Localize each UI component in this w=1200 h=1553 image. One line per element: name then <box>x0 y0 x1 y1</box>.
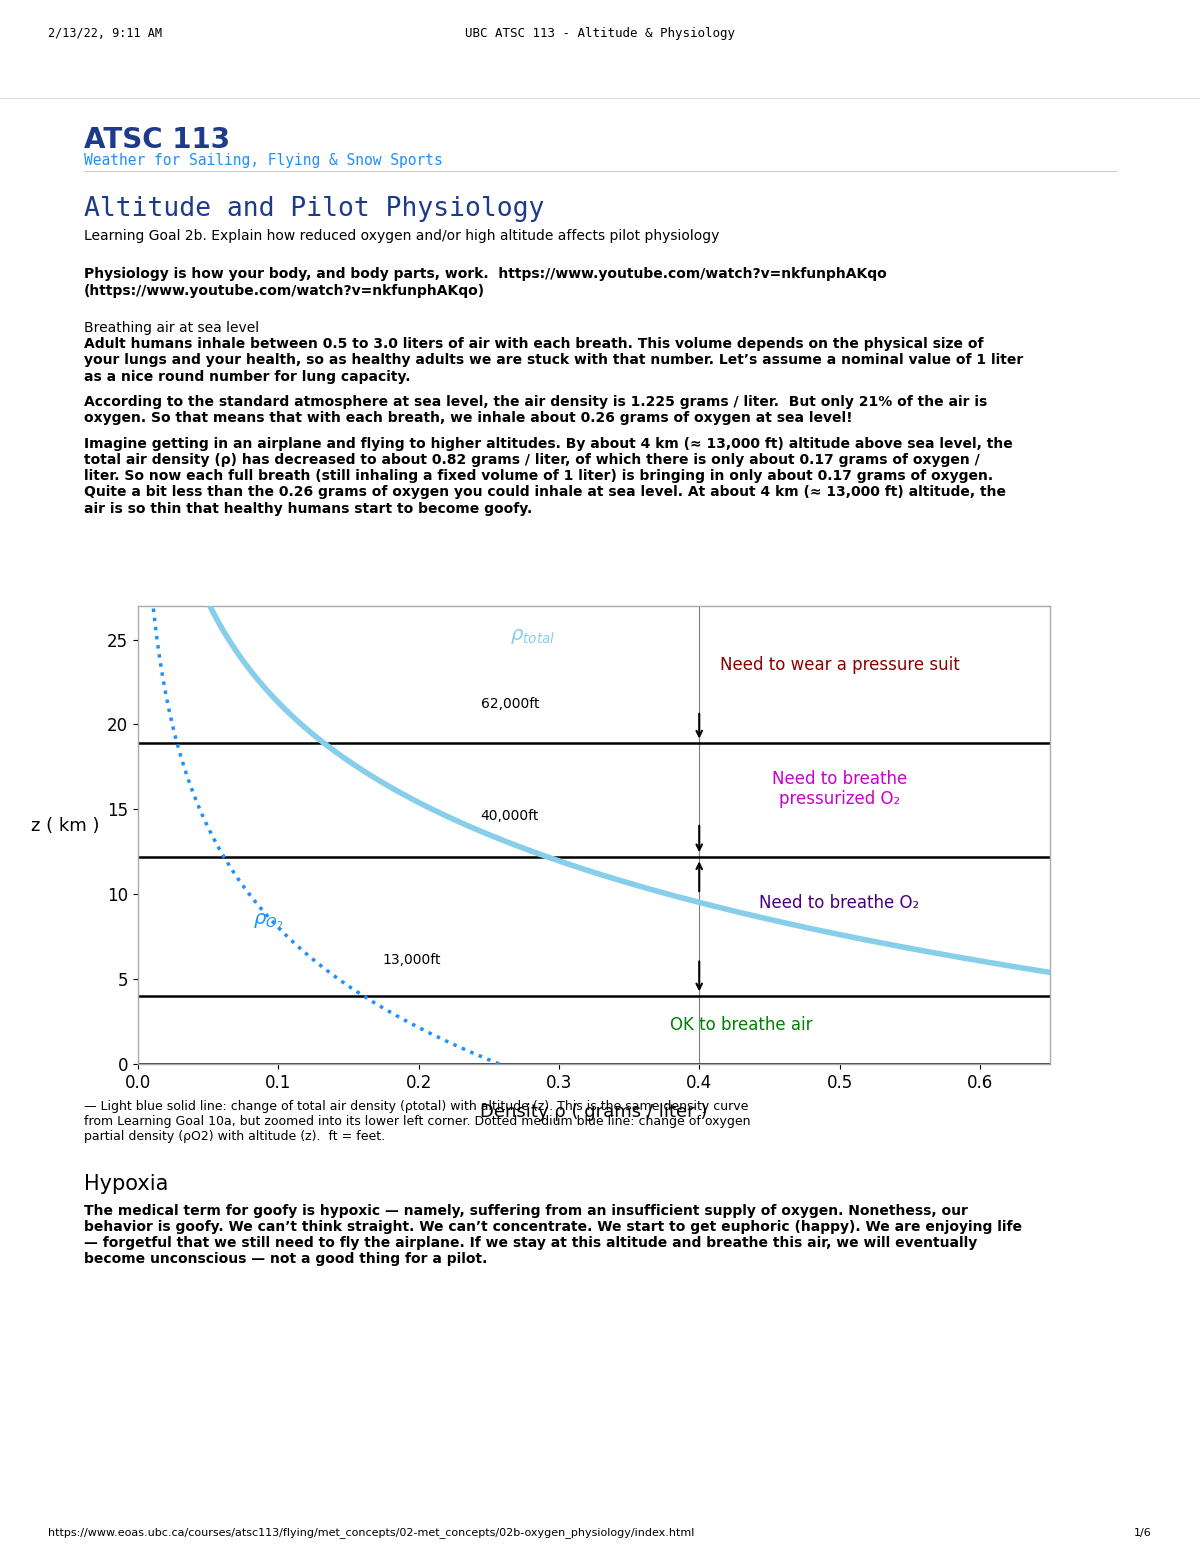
Text: $\rho_{O_2}$: $\rho_{O_2}$ <box>253 912 283 932</box>
Text: — Light blue solid line: change of total air density (ρtotal) with altitude (z).: — Light blue solid line: change of total… <box>84 1100 750 1143</box>
Text: ATSC 113: ATSC 113 <box>84 126 230 154</box>
Text: 40,000ft: 40,000ft <box>481 809 539 823</box>
Text: Altitude and Pilot Physiology: Altitude and Pilot Physiology <box>84 196 545 222</box>
Text: Learning Goal 2b. Explain how reduced oxygen and/or high altitude affects pilot : Learning Goal 2b. Explain how reduced ox… <box>84 228 719 242</box>
Text: OK to breathe air: OK to breathe air <box>670 1016 812 1034</box>
Text: 2/13/22, 9:11 AM: 2/13/22, 9:11 AM <box>48 26 162 40</box>
Text: Adult humans inhale between 0.5 to 3.0 liters of air with each breath. This volu: Adult humans inhale between 0.5 to 3.0 l… <box>84 337 1024 384</box>
Text: Need to breathe O₂: Need to breathe O₂ <box>760 893 919 912</box>
Text: Need to wear a pressure suit: Need to wear a pressure suit <box>720 655 960 674</box>
Text: https://www.eoas.ubc.ca/courses/atsc113/flying/met_concepts/02-met_concepts/02b-: https://www.eoas.ubc.ca/courses/atsc113/… <box>48 1527 695 1537</box>
Text: Hypoxia: Hypoxia <box>84 1174 168 1194</box>
X-axis label: Density ρ ( grams / liter ): Density ρ ( grams / liter ) <box>480 1103 708 1121</box>
Text: UBC ATSC 113 - Altitude & Physiology: UBC ATSC 113 - Altitude & Physiology <box>466 26 734 40</box>
Text: $\rho_{total}$: $\rho_{total}$ <box>510 627 556 646</box>
Text: Breathing air at sea level: Breathing air at sea level <box>84 321 259 335</box>
Y-axis label: z ( km ): z ( km ) <box>31 817 100 836</box>
Text: 1/6: 1/6 <box>1134 1528 1152 1537</box>
Text: Physiology is how your body, and body parts, work.  https://www.youtube.com/watc: Physiology is how your body, and body pa… <box>84 267 887 298</box>
Text: 13,000ft: 13,000ft <box>383 954 440 968</box>
Text: Weather for Sailing, Flying & Snow Sports: Weather for Sailing, Flying & Snow Sport… <box>84 154 443 168</box>
Text: Need to breathe
pressurized O₂: Need to breathe pressurized O₂ <box>772 770 907 808</box>
Text: According to the standard atmosphere at sea level, the air density is 1.225 gram: According to the standard atmosphere at … <box>84 394 988 426</box>
Text: 62,000ft: 62,000ft <box>480 697 539 711</box>
Text: The medical term for goofy is hypoxic — namely, suffering from an insufficient s: The medical term for goofy is hypoxic — … <box>84 1204 1022 1266</box>
Text: Imagine getting in an airplane and flying to higher altitudes. By about 4 km (≈ : Imagine getting in an airplane and flyin… <box>84 436 1013 516</box>
